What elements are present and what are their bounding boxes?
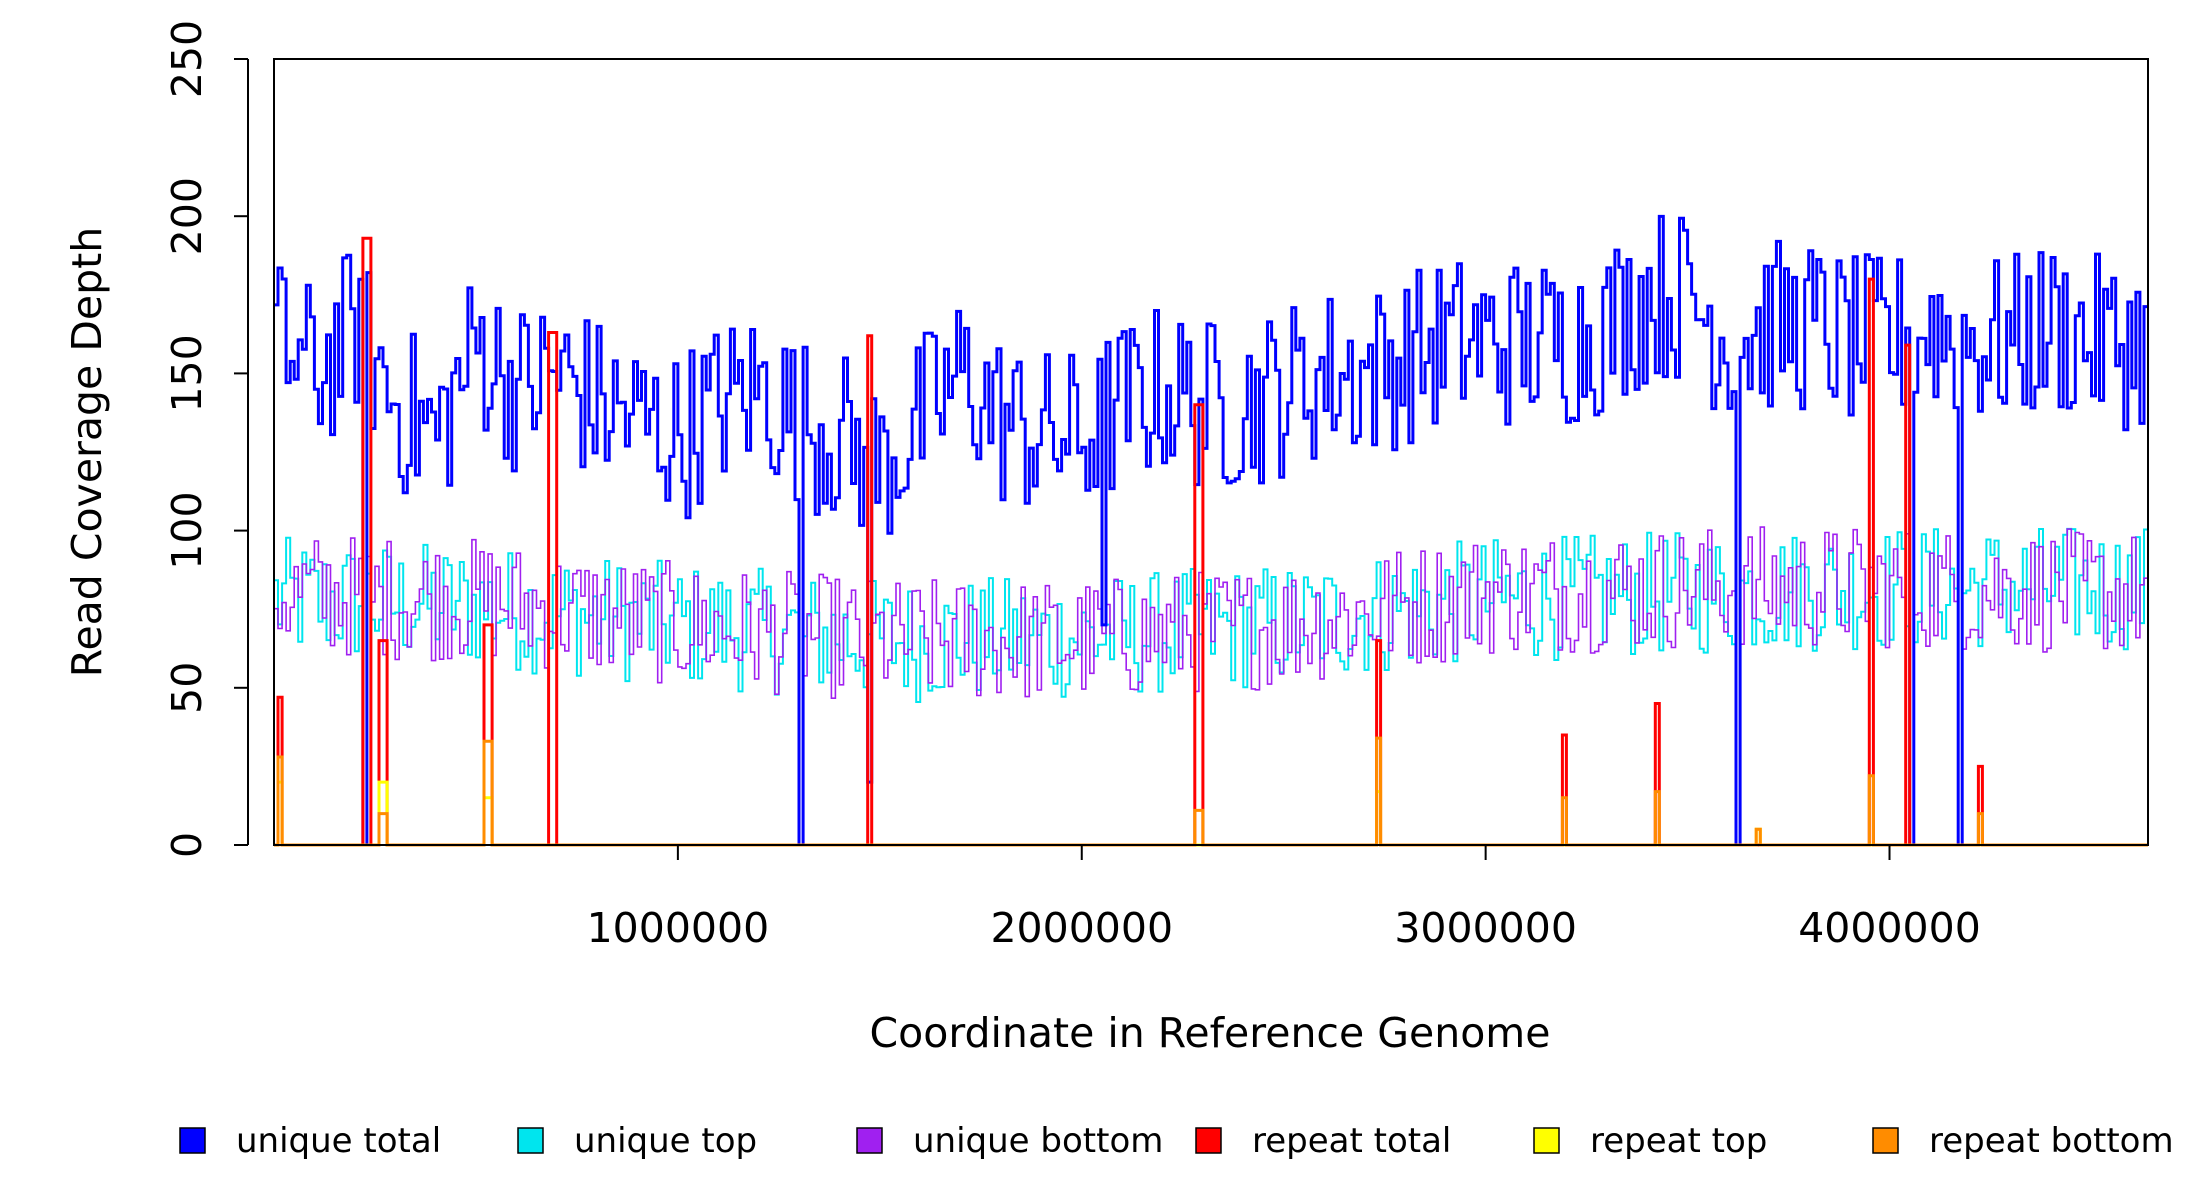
x-tick-label: 3000000: [1394, 904, 1577, 952]
legend-label: unique bottom: [913, 1121, 1163, 1161]
series-repeat-total: [274, 236, 2148, 847]
legend-swatch: [1533, 1127, 1560, 1154]
legend: unique total unique top unique bottom repea…: [179, 1121, 2174, 1161]
legend-item: repeat bottom: [1872, 1121, 2174, 1161]
legend-label: repeat top: [1590, 1121, 1767, 1161]
series-unique-top: [274, 527, 2148, 846]
legend-swatch: [1195, 1127, 1222, 1154]
legend-swatch: [517, 1127, 544, 1154]
y-tick-label: 150: [163, 334, 211, 412]
legend-label: unique total: [236, 1121, 441, 1161]
x-tick-label: 1000000: [587, 904, 770, 952]
legend-item: repeat top: [1533, 1121, 1767, 1161]
series-repeat-top: [274, 780, 2148, 847]
x-axis: 1000000 2000000 3000000 4000000: [587, 845, 1981, 952]
legend-item: unique bottom: [856, 1121, 1163, 1161]
legend-item: unique top: [517, 1121, 757, 1161]
legend-item: repeat total: [1195, 1121, 1451, 1161]
x-tick-label: 2000000: [990, 904, 1173, 952]
y-tick-label: 50: [163, 662, 211, 714]
y-tick-label: 100: [163, 491, 211, 569]
x-tick-label: 4000000: [1798, 904, 1981, 952]
x-axis-label: Coordinate in Reference Genome: [870, 1009, 1551, 1057]
legend-label: repeat total: [1252, 1121, 1451, 1161]
legend-label: unique top: [574, 1121, 757, 1161]
legend-swatch: [179, 1127, 206, 1154]
series-unique-bottom: [274, 526, 2148, 846]
y-axis-label: Read Coverage Depth: [63, 227, 111, 677]
y-tick-label: 0: [163, 832, 211, 858]
plot-series: [274, 214, 2148, 847]
y-axis: 0 50 100 150 200 250: [163, 20, 249, 858]
y-tick-label: 250: [163, 20, 211, 98]
series-unique-total: [274, 214, 2148, 847]
legend-swatch: [856, 1127, 883, 1154]
plot-frame: [273, 58, 2149, 846]
legend-item: unique total: [179, 1121, 441, 1161]
y-tick-label: 200: [163, 177, 211, 255]
series-repeat-bottom: [274, 736, 2148, 847]
legend-label: repeat bottom: [1929, 1121, 2174, 1161]
legend-swatch: [1872, 1127, 1899, 1154]
